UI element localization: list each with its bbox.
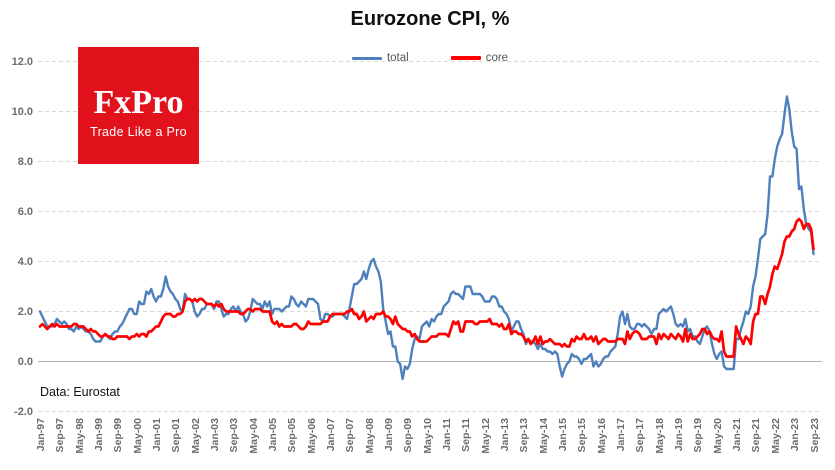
fxpro-logo-tagline: Trade Like a Pro bbox=[90, 125, 187, 139]
x-axis-label: Jan-21 bbox=[731, 418, 744, 452]
x-axis-label: May-98 bbox=[73, 418, 86, 454]
x-axis-label: May-04 bbox=[247, 418, 260, 454]
x-axis-label: Sep-23 bbox=[808, 418, 821, 453]
x-axis-label: Jan-99 bbox=[93, 418, 105, 452]
y-axis-label: 6.0 bbox=[17, 205, 33, 218]
x-axis-label: Sep-97 bbox=[54, 418, 67, 453]
x-axis-label: Jan-15 bbox=[557, 418, 570, 452]
x-axis-label: Jan-17 bbox=[615, 418, 628, 452]
core-line-swatch-icon bbox=[450, 56, 481, 60]
x-axis-label: May-08 bbox=[363, 418, 376, 454]
total-line bbox=[38, 95, 815, 381]
x-axis-label: Sep-21 bbox=[750, 418, 763, 453]
x-axis-label: Sep-19 bbox=[692, 418, 705, 453]
x-axis-label: May-00 bbox=[131, 418, 144, 454]
x-axis-label: Sep-17 bbox=[634, 418, 647, 453]
x-axis-label: Jan-13 bbox=[499, 418, 512, 452]
core-line bbox=[38, 217, 815, 358]
x-axis-label: Jan-05 bbox=[267, 418, 280, 452]
x-axis-label: May-12 bbox=[479, 418, 492, 454]
x-axis-label: May-02 bbox=[189, 418, 202, 454]
y-axis-label: 12.0 bbox=[11, 55, 33, 68]
x-axis-label: May-20 bbox=[711, 418, 724, 454]
fxpro-logo-wordmark: FxPro bbox=[93, 84, 184, 121]
x-axis-label: Sep-99 bbox=[112, 418, 125, 453]
x-axis-label: Jan-23 bbox=[789, 418, 802, 452]
x-axis-label: Sep-09 bbox=[402, 418, 415, 453]
x-axis-label: May-16 bbox=[595, 418, 608, 454]
y-axis-label: 4.0 bbox=[17, 255, 33, 268]
x-axis-label: Sep-13 bbox=[518, 418, 531, 453]
x-axis-label: Jan-97 bbox=[35, 418, 47, 452]
x-axis-label: Sep-07 bbox=[344, 418, 357, 453]
y-axis-label: 2.0 bbox=[17, 305, 33, 318]
x-axis-label: Jan-03 bbox=[209, 418, 222, 452]
x-axis-label: Jan-09 bbox=[383, 418, 396, 452]
fxpro-logo: FxPro Trade Like a Pro bbox=[78, 47, 199, 164]
x-axis-label: Sep-01 bbox=[170, 418, 183, 453]
x-axis-label: Jan-11 bbox=[441, 418, 454, 451]
chart-title: Eurozone CPI, % bbox=[350, 8, 510, 30]
y-axis-label: 10.0 bbox=[11, 105, 33, 118]
x-axis-label: Jan-07 bbox=[325, 418, 338, 452]
x-axis-label: Jan-01 bbox=[151, 418, 164, 452]
y-axis-label: 8.0 bbox=[17, 155, 33, 168]
x-axis-label: Sep-05 bbox=[286, 418, 299, 453]
y-axis-label: 0.0 bbox=[17, 355, 33, 368]
x-axis-label: Jan-19 bbox=[673, 418, 686, 452]
x-axis-label: May-14 bbox=[537, 418, 550, 454]
x-axis-label: Sep-03 bbox=[228, 418, 241, 453]
x-axis-label: May-18 bbox=[653, 418, 666, 454]
x-axis-label: Sep-15 bbox=[576, 418, 589, 453]
x-axis-label: Sep-11 bbox=[460, 418, 473, 452]
data-source-note: Data: Eurostat bbox=[40, 385, 120, 399]
y-axis-label: -2.0 bbox=[14, 405, 33, 418]
x-axis-label: May-06 bbox=[305, 418, 318, 454]
x-axis-label: May-22 bbox=[769, 418, 782, 454]
total-line-swatch-icon bbox=[351, 56, 382, 60]
x-axis-label: May-10 bbox=[421, 418, 434, 454]
